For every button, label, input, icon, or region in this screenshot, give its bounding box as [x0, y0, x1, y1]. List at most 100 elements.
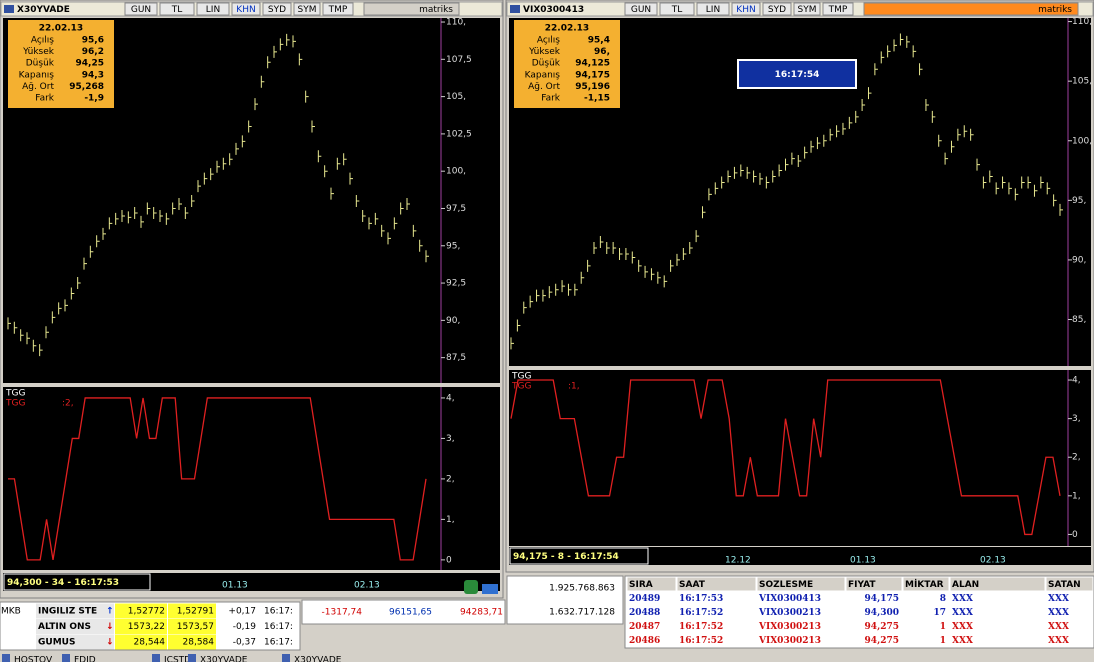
index-value: 96151,65 — [389, 608, 432, 618]
indicator-value: :1, — [568, 382, 580, 392]
toolbar-button-label[interactable]: LIN — [206, 5, 220, 15]
time: 16:17: — [264, 607, 293, 617]
toolbar-button-label[interactable]: GUN — [631, 5, 651, 15]
y-tick-label: 95, — [446, 241, 460, 251]
price-bar — [944, 152, 949, 165]
toolbar-button-label[interactable]: SYD — [268, 5, 286, 15]
taskbar-item[interactable]: X30YVADE — [200, 656, 248, 662]
price-bar — [950, 140, 955, 153]
toolbar-button[interactable] — [793, 2, 821, 16]
price-bar — [867, 87, 872, 100]
trade-cell: 20488 — [629, 608, 660, 618]
index-value: -1317,74 — [322, 608, 363, 618]
taskbar-icon[interactable] — [152, 654, 160, 662]
toolbar-button[interactable] — [262, 2, 292, 16]
y-tick-label: 100, — [1072, 136, 1092, 146]
y-tick-label: 92,5 — [446, 279, 466, 289]
scroll-button[interactable] — [482, 584, 498, 594]
price-bar — [542, 289, 546, 302]
price-bar — [32, 339, 37, 352]
price-bar — [254, 98, 258, 111]
toolbar-button-label[interactable]: TMP — [328, 5, 348, 15]
price-bar — [412, 224, 417, 237]
row-bg — [36, 634, 114, 650]
toolbar-button[interactable] — [822, 2, 854, 16]
taskbar-icon[interactable] — [62, 654, 70, 662]
toolbar-button[interactable] — [624, 2, 658, 16]
price-bar — [599, 236, 604, 249]
price-bar — [931, 110, 936, 123]
price-bar — [612, 242, 617, 255]
y-tick-label: 110, — [1072, 17, 1092, 27]
window-title: VIX0300413 — [523, 5, 584, 15]
taskbar-icon[interactable] — [188, 654, 196, 662]
toolbar-button[interactable] — [159, 2, 195, 16]
price-bar — [523, 301, 527, 314]
price-bar — [13, 321, 18, 334]
price-bar — [260, 75, 265, 88]
price-bar — [45, 326, 49, 339]
toolbar-button[interactable] — [322, 2, 354, 16]
toolbar-button-label[interactable]: GUN — [131, 5, 151, 15]
taskbar-icon[interactable] — [2, 654, 10, 662]
toolbar-button-label[interactable]: KHN — [236, 5, 255, 15]
trade-cell: XXX — [1048, 622, 1069, 632]
price-bar — [115, 212, 119, 225]
taskbar-item[interactable]: ICSTD — [164, 656, 191, 662]
info-value: 94,175 — [575, 70, 610, 80]
price-bar — [753, 170, 757, 183]
toolbar-button[interactable] — [196, 2, 230, 16]
price-bar — [241, 135, 246, 148]
info-date: 22.02.13 — [545, 24, 589, 34]
price-bar — [548, 286, 553, 299]
price-bar — [887, 45, 891, 58]
price-bar — [644, 265, 649, 278]
toolbar-button[interactable] — [696, 2, 730, 16]
toolbar-button-label[interactable]: TMP — [828, 5, 848, 15]
info-label: Yüksek — [22, 47, 55, 57]
total: 1.925.768.863 — [549, 584, 615, 594]
trade-cell: 94,175 — [865, 594, 899, 604]
trade-cell: 8 — [940, 594, 946, 604]
toolbar-button[interactable] — [762, 2, 792, 16]
indicator-line — [510, 379, 1061, 536]
toolbar-button-label[interactable]: SYM — [298, 5, 317, 15]
info-label: Fark — [541, 94, 561, 104]
toolbar-button[interactable] — [293, 2, 321, 16]
price-bar — [874, 63, 878, 76]
price-bar — [1046, 182, 1051, 195]
toolbar-button-label[interactable]: KHN — [736, 5, 755, 15]
price-bar — [650, 268, 655, 281]
price-bar — [140, 215, 144, 228]
taskbar-item[interactable]: HOSTOV — [14, 656, 53, 662]
toolbar-button[interactable] — [731, 2, 761, 16]
toolbar-button-label[interactable]: SYM — [798, 5, 817, 15]
toolbar-button[interactable] — [231, 2, 261, 16]
price-bar — [727, 170, 732, 183]
toolbar-button[interactable] — [659, 2, 695, 16]
y-tick-label: 0 — [446, 555, 452, 565]
toolbar-button-label[interactable]: LIN — [706, 5, 720, 15]
price-bar — [982, 176, 987, 189]
price-bar — [574, 283, 578, 296]
toolbar-button-label[interactable]: SYD — [768, 5, 786, 15]
price-bar — [178, 198, 182, 211]
price-bar — [64, 299, 68, 312]
toolbar-button-label[interactable]: TL — [171, 5, 183, 15]
trade-cell: XXX — [952, 622, 973, 632]
header-cell — [676, 576, 757, 592]
price-bar — [759, 172, 763, 185]
instrument: GUMUS — [38, 638, 75, 648]
price-bar — [324, 165, 328, 178]
price-bar — [702, 206, 706, 219]
price-bar — [708, 188, 712, 201]
taskbar-item[interactable]: X30YVADE — [294, 656, 342, 662]
taskbar-item[interactable]: FDJD — [74, 656, 96, 662]
toolbar-button[interactable] — [124, 2, 158, 16]
taskbar-icon[interactable] — [282, 654, 290, 662]
refresh-button[interactable] — [464, 580, 478, 594]
price-bar — [248, 120, 252, 133]
toolbar-button-label[interactable]: TL — [671, 5, 683, 15]
info-label: Ağ. Ort — [22, 82, 54, 92]
indicator-name: TGG — [511, 372, 531, 382]
